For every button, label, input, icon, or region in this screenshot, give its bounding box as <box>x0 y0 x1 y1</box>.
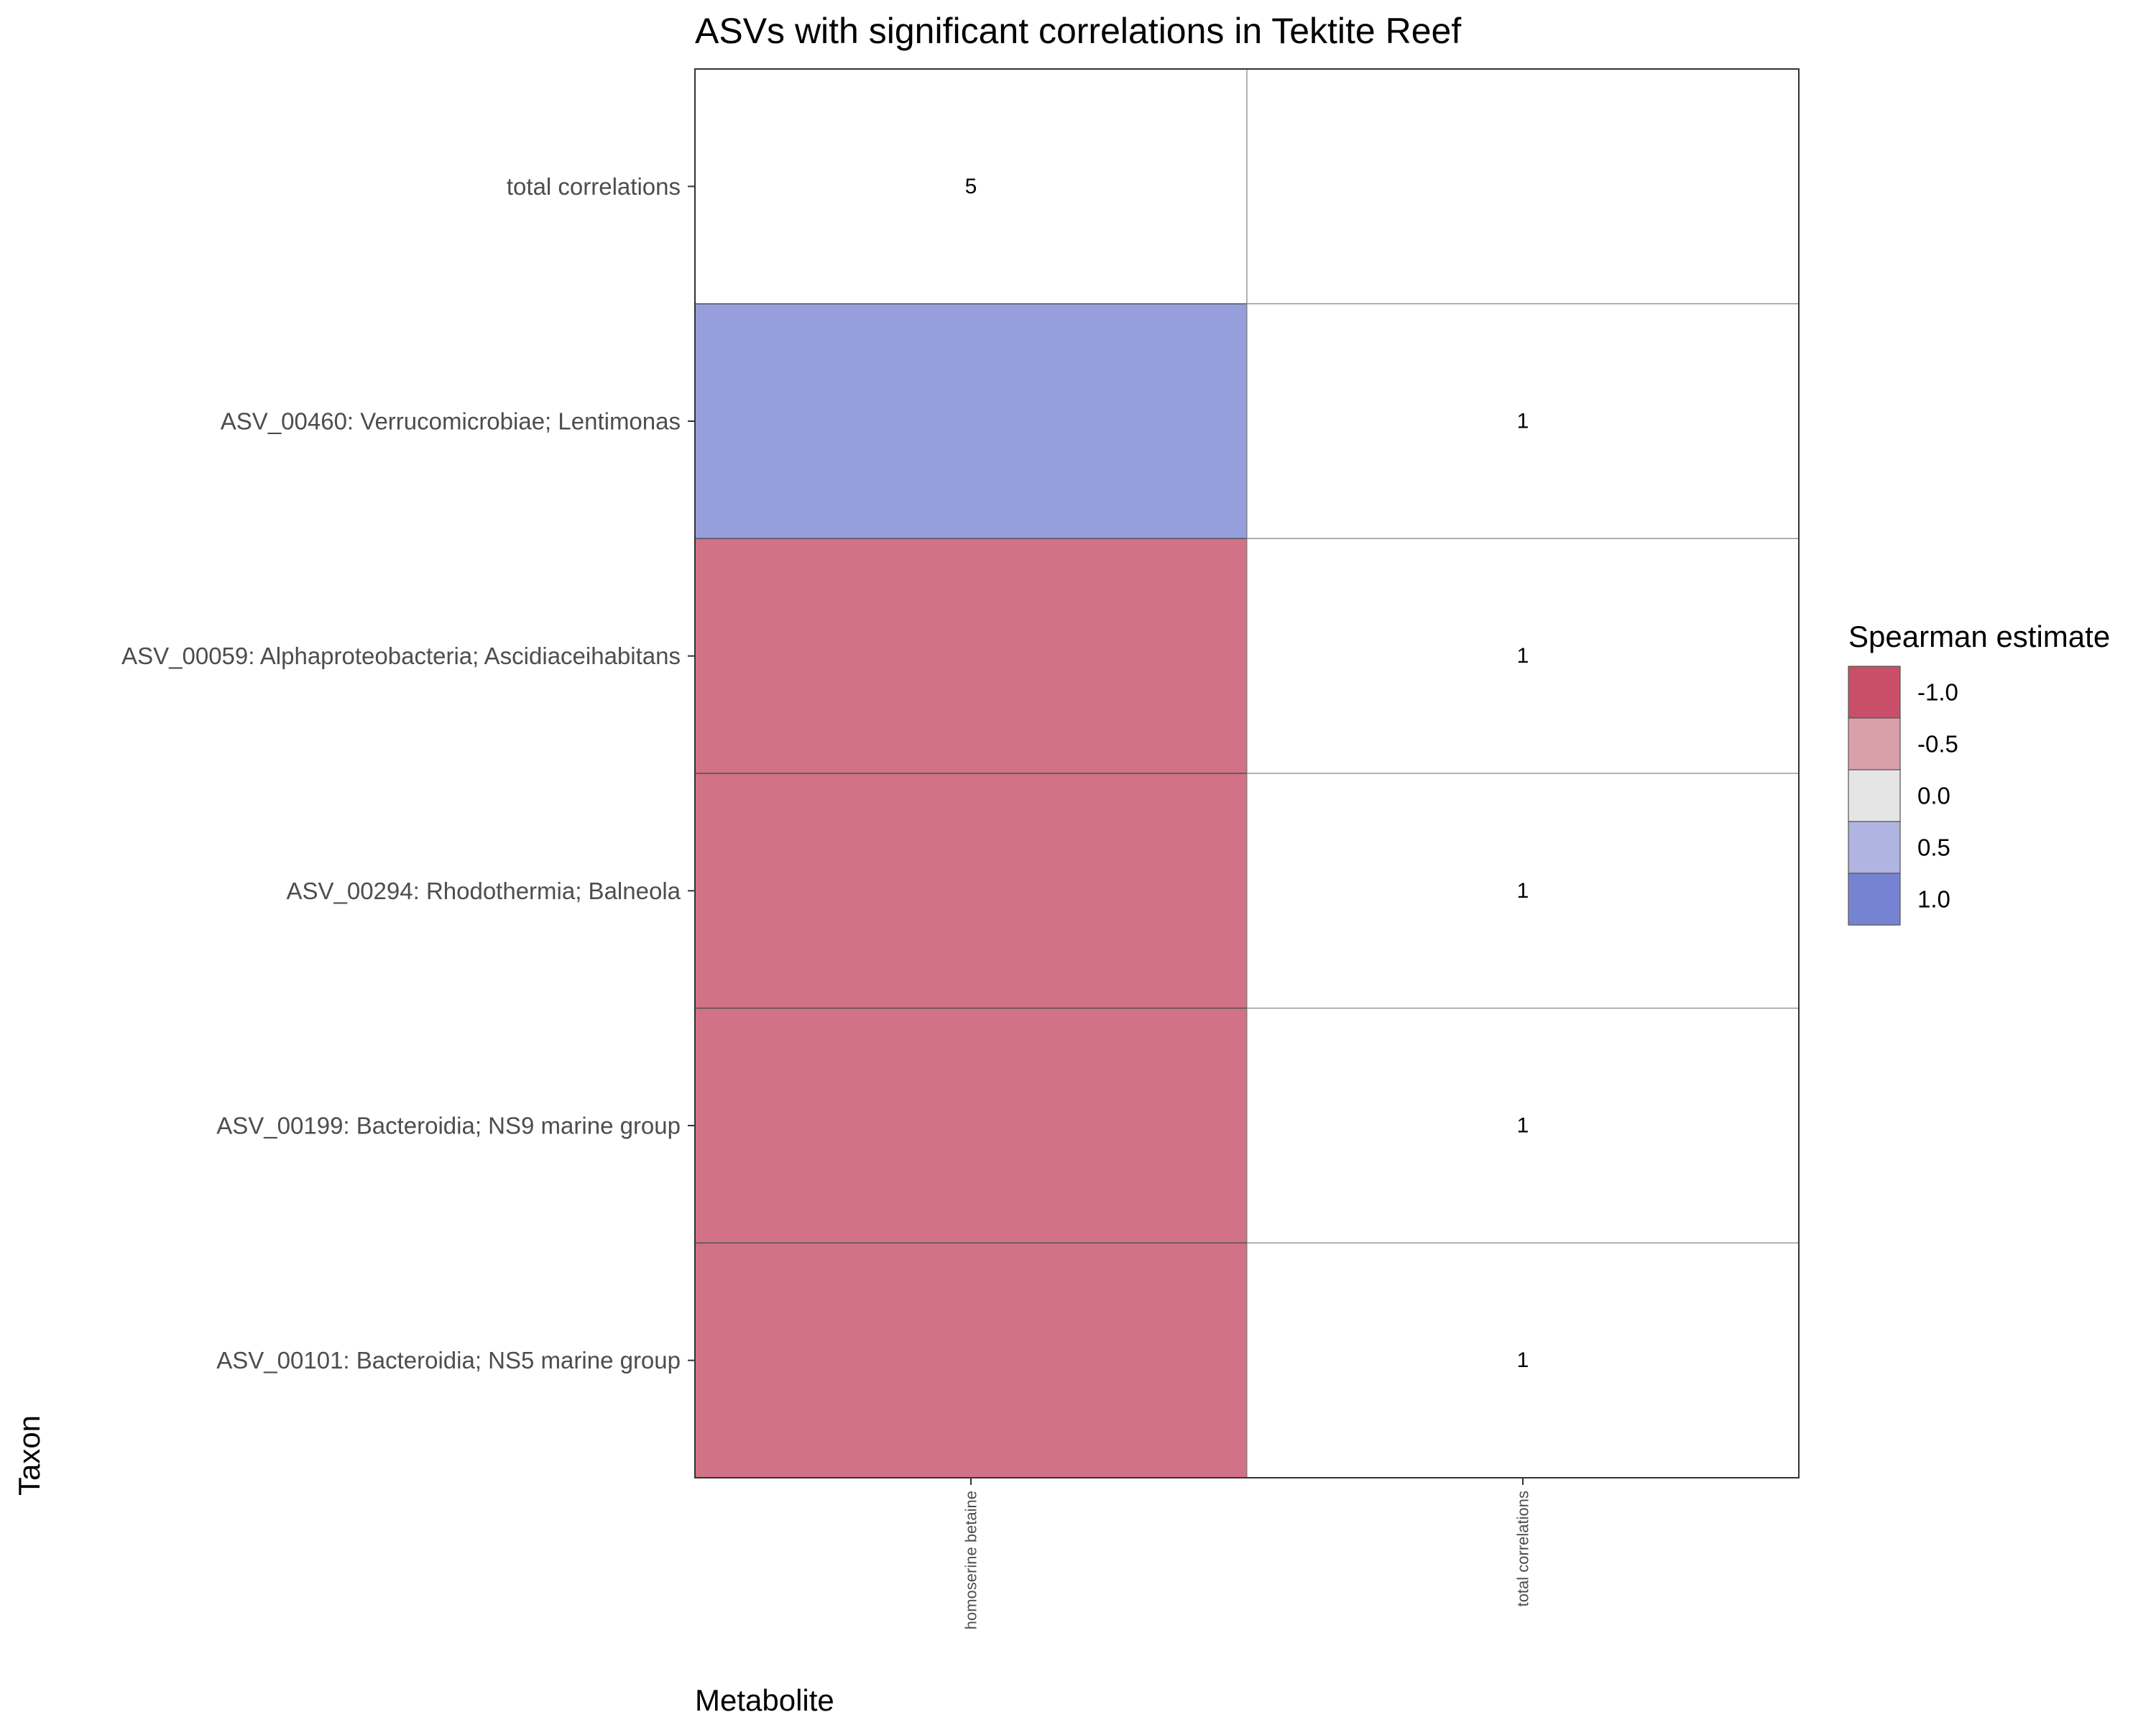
panel-border <box>694 68 1800 1478</box>
x-axis-title: Metabolite <box>695 1683 834 1717</box>
cell-label-asv-00199-bacteroidia-ns9-marine-group-total-correlations: 1 <box>1517 1114 1529 1138</box>
y-tick-label: ASV_00199: Bacteroidia; NS9 marine group <box>216 1113 681 1139</box>
y-axis-title: Taxon <box>12 1415 46 1496</box>
cell-label-total-correlations-homoserine-betaine: 5 <box>965 175 977 198</box>
cell-asv-00199-bacteroidia-ns9-marine-group-homoserine-betaine <box>694 1007 1248 1244</box>
legend-key-0-5 <box>1848 717 1901 770</box>
legend: Spearman estimate -1.0 -0.5 0.0 0.5 1.0 <box>1848 620 2110 926</box>
x-axis: homoserine betaine total correlations <box>962 1478 1532 1629</box>
cell-asv-00101-bacteroidia-ns5-marine-group-total-correlations <box>1246 1242 1800 1478</box>
y-tick-label: ASV_00460: Verrucomicrobiae; Lentimonas <box>221 408 681 435</box>
legend-label: 0.5 <box>1917 834 1950 861</box>
legend-label: -1.0 <box>1917 679 1958 706</box>
cell-asv-00460-verrucomicrobiae-lentimonas-total-correlations <box>1246 303 1800 539</box>
heatmap-cell-labels: 5 1 1 1 1 1 <box>965 175 1529 1372</box>
cell-label-asv-00101-bacteroidia-ns5-marine-group-total-correlations: 1 <box>1517 1348 1529 1372</box>
cell-label-asv-00294-rhodothermia-balneola-total-correlations: 1 <box>1517 879 1529 903</box>
y-tick-label: ASV_00294: Rhodothermia; Balneola <box>286 878 681 904</box>
legend-label: 0.0 <box>1917 783 1950 809</box>
cell-asv-00460-verrucomicrobiae-lentimonas-homoserine-betaine <box>694 303 1248 540</box>
y-tick-label: ASV_00059: Alphaproteobacteria; Ascidiac… <box>121 643 681 669</box>
legend-title: Spearman estimate <box>1848 620 2110 653</box>
cell-label-asv-00059-alphaproteobacteria-ascidiaceihabitans-total-correlations: 1 <box>1517 644 1529 668</box>
cell-label-asv-00460-verrucomicrobiae-lentimonas-total-correlations: 1 <box>1517 410 1529 433</box>
cell-asv-00294-rhodothermia-balneola-homoserine-betaine <box>694 773 1248 1009</box>
heatmap-cells <box>694 68 1800 1478</box>
chart-title: ASVs with significant correlations in Te… <box>695 11 1461 51</box>
cell-total-correlations-homoserine-betaine <box>694 68 1248 305</box>
cell-total-correlations-total-correlations <box>1246 68 1800 305</box>
y-tick-label: ASV_00101: Bacteroidia; NS5 marine group <box>216 1347 681 1374</box>
legend-key-1-0 <box>1848 873 1901 926</box>
x-tick-label: total correlations <box>1514 1491 1532 1606</box>
cell-asv-00101-bacteroidia-ns5-marine-group-homoserine-betaine <box>694 1242 1248 1478</box>
cell-asv-00294-rhodothermia-balneola-total-correlations <box>1246 773 1800 1009</box>
legend-key-0-0 <box>1848 769 1901 822</box>
legend-label: 1.0 <box>1917 886 1950 913</box>
y-axis: total correlations ASV_00460: Verrucomicr… <box>121 173 695 1374</box>
cell-asv-00059-alphaproteobacteria-ascidiaceihabitans-total-correlations <box>1246 538 1800 774</box>
cell-asv-00199-bacteroidia-ns9-marine-group-total-correlations <box>1246 1008 1800 1243</box>
x-tick-label: homoserine betaine <box>962 1491 980 1629</box>
legend-label: -0.5 <box>1917 731 1958 758</box>
cell-asv-00059-alphaproteobacteria-ascidiaceihabitans-homoserine-betaine <box>694 538 1248 774</box>
legend-key-0-5 <box>1848 821 1901 874</box>
legend-key-1-0 <box>1848 666 1901 719</box>
legend-keys: -1.0 -0.5 0.0 0.5 1.0 <box>1848 666 1958 926</box>
y-tick-label: total correlations <box>507 173 681 200</box>
